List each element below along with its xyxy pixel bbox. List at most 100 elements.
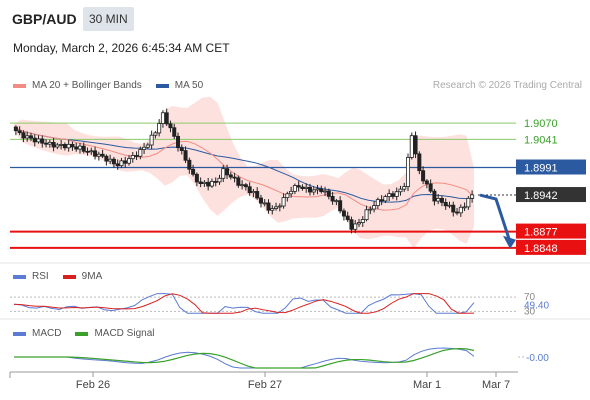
candle-body-22 bbox=[96, 153, 101, 157]
candle-body-96 bbox=[375, 199, 380, 207]
currency-pair-title: GBP/AUD bbox=[12, 11, 77, 27]
candle-body-63 bbox=[251, 191, 256, 194]
forecast-arrowhead bbox=[503, 235, 516, 249]
macd-current-label: -0.00 bbox=[526, 353, 549, 364]
candle-body-92 bbox=[360, 219, 365, 223]
candle-body-49 bbox=[198, 181, 203, 184]
candle-body-60 bbox=[240, 184, 245, 187]
candle-body-53 bbox=[213, 181, 218, 183]
forecast-path bbox=[479, 193, 511, 240]
candle-body-97 bbox=[379, 199, 384, 202]
candle-body-2 bbox=[21, 132, 26, 139]
candle-body-102 bbox=[398, 188, 403, 193]
candle-body-109 bbox=[424, 180, 429, 185]
candle-body-108 bbox=[421, 170, 426, 182]
candle-body-4 bbox=[28, 135, 33, 139]
candle-body-32 bbox=[134, 155, 139, 157]
level-label-2: 1.8991 bbox=[524, 163, 558, 175]
candle-body-110 bbox=[428, 183, 433, 192]
main-legend: MA 20 + Bollinger Bands MA 50 bbox=[13, 80, 203, 91]
candle-body-68 bbox=[270, 208, 275, 211]
rsi-legend-label: RSI bbox=[32, 271, 49, 282]
candle-body-8 bbox=[44, 142, 49, 145]
candle-body-115 bbox=[447, 204, 452, 207]
candle-body-61 bbox=[243, 184, 248, 188]
candle-body-43 bbox=[176, 135, 181, 149]
candle-body-72 bbox=[285, 193, 290, 199]
candle-body-119 bbox=[462, 206, 467, 209]
ma50-line bbox=[13, 126, 475, 203]
candle-body-40 bbox=[164, 112, 169, 125]
candle-body-0 bbox=[13, 126, 18, 132]
candle-body-26 bbox=[111, 158, 116, 165]
price-levels bbox=[10, 122, 516, 249]
candle-body-41 bbox=[168, 123, 173, 129]
candle-body-35 bbox=[145, 144, 150, 148]
candle-body-76 bbox=[300, 186, 305, 189]
candle-body-50 bbox=[202, 181, 207, 184]
candle-body-12 bbox=[59, 144, 64, 146]
candle-body-90 bbox=[353, 223, 358, 230]
level-tag-5 bbox=[516, 239, 586, 255]
rsi-current-label: 49.40 bbox=[524, 301, 549, 312]
candle-body-103 bbox=[402, 186, 407, 190]
candle-body-48 bbox=[194, 173, 199, 183]
candle-body-91 bbox=[356, 222, 361, 225]
level-label-1: 1.9041 bbox=[524, 134, 558, 146]
candle-body-45 bbox=[183, 150, 188, 161]
candle-body-9 bbox=[47, 141, 52, 145]
candle-body-71 bbox=[281, 197, 286, 207]
rsi-level-label-0: 70 bbox=[524, 292, 536, 303]
candle-body-66 bbox=[262, 202, 267, 205]
candle-body-14 bbox=[66, 143, 71, 149]
candle-body-34 bbox=[142, 146, 147, 150]
candle-body-31 bbox=[130, 155, 135, 160]
x-tick-label-3: Mar 7 bbox=[482, 379, 510, 391]
x-tick-label-0: Feb 26 bbox=[76, 379, 110, 391]
candle-body-37 bbox=[153, 132, 158, 136]
candle-body-57 bbox=[228, 174, 233, 178]
candle-body-94 bbox=[368, 208, 373, 211]
level-tag-3 bbox=[516, 187, 586, 203]
candle-body-83 bbox=[326, 190, 331, 197]
rsi-ma-swatch bbox=[62, 274, 76, 279]
candle-body-13 bbox=[62, 144, 67, 149]
candle-body-73 bbox=[289, 190, 294, 195]
candle-body-87 bbox=[341, 210, 346, 217]
candle-body-95 bbox=[372, 205, 377, 210]
rsi-level-label-1: 30 bbox=[524, 306, 536, 317]
timeframe-badge[interactable]: 30 MIN bbox=[83, 7, 134, 31]
candle-body-112 bbox=[436, 197, 441, 202]
candle-body-25 bbox=[108, 158, 113, 162]
candle-body-1 bbox=[17, 130, 22, 134]
candle-body-121 bbox=[470, 194, 475, 199]
candle-body-17 bbox=[77, 145, 82, 150]
candle-body-42 bbox=[172, 127, 177, 137]
candle-body-16 bbox=[74, 146, 79, 150]
level-tag-2 bbox=[516, 159, 586, 175]
candle-body-101 bbox=[394, 191, 399, 197]
macd-legend-label: MACD bbox=[32, 328, 62, 339]
macd-signal-line bbox=[14, 348, 475, 369]
candle-body-7 bbox=[40, 138, 45, 144]
candle-body-85 bbox=[334, 200, 339, 203]
x-tick-label-2: Mar 1 bbox=[413, 379, 441, 391]
candle-body-52 bbox=[209, 181, 214, 187]
candle-body-74 bbox=[292, 185, 297, 192]
timestamp: Monday, March 2, 2026 6:45:34 AM CET bbox=[13, 41, 230, 55]
candle-body-113 bbox=[439, 197, 444, 203]
candle-body-30 bbox=[127, 158, 132, 164]
candle-body-64 bbox=[255, 191, 260, 199]
candle-body-100 bbox=[390, 193, 395, 197]
candle-body-106 bbox=[413, 135, 418, 155]
level-label-3: 1.8942 bbox=[524, 190, 558, 202]
candle-body-82 bbox=[323, 190, 328, 193]
candle-body-117 bbox=[455, 211, 460, 214]
macd-signal-legend-label: MACD Signal bbox=[94, 328, 155, 339]
candle-body-79 bbox=[311, 189, 316, 193]
candle-body-39 bbox=[160, 112, 165, 124]
candle-body-78 bbox=[307, 186, 312, 193]
candle-body-59 bbox=[236, 177, 241, 186]
candle-body-55 bbox=[221, 168, 226, 179]
